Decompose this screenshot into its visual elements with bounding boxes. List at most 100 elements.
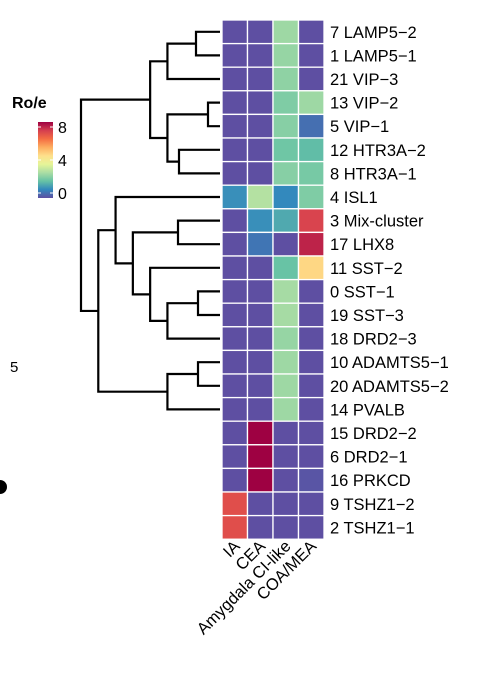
heatmap-cell (297, 184, 325, 210)
heatmap-cell (221, 396, 249, 422)
legend-tick-label: 4 (58, 153, 67, 170)
heatmap-cell (297, 137, 325, 163)
dendrogram-branch (166, 372, 220, 411)
heatmap-cell (297, 113, 325, 139)
row-label: 12 HTR3A−2 (330, 142, 426, 160)
heatmap-cell (221, 137, 249, 163)
heatmap-cell (297, 396, 325, 422)
row-label: 11 SST−2 (330, 260, 403, 278)
heatmap-cell (297, 231, 325, 257)
heatmap-cell (272, 373, 300, 399)
cut-off-mark (0, 480, 7, 494)
dendrogram-branch (166, 42, 220, 81)
heatmap-cell (246, 208, 274, 234)
heatmap-cell (221, 444, 249, 470)
heatmap-cell (246, 160, 274, 186)
row-label: 0 SST−1 (330, 283, 395, 301)
heatmap-cell (246, 444, 274, 470)
row-label: 6 DRD2−1 (330, 449, 408, 467)
heatmap-cell (297, 444, 325, 470)
color-legend: Ro/e 8 4 0 (12, 95, 67, 203)
heatmap-cell (246, 349, 274, 375)
dendrogram-branch (114, 195, 220, 265)
heatmap-cell (246, 302, 274, 328)
heatmap-cell (297, 90, 325, 116)
heatmap-cell (246, 255, 274, 281)
legend-title: Ro/e (12, 95, 47, 112)
heatmap-cell (272, 349, 300, 375)
heatmap-cell (246, 420, 274, 446)
row-label: 13 VIP−2 (330, 95, 398, 113)
row-label: 17 LHX8 (330, 236, 394, 254)
heatmap-cell (246, 231, 274, 257)
row-dendrogram (79, 30, 220, 411)
heatmap-cell (246, 66, 274, 92)
heatmap-cell (246, 326, 274, 352)
heatmap-cells (221, 19, 325, 540)
row-label: 15 DRD2−2 (330, 425, 417, 443)
heatmap-cell (272, 444, 300, 470)
dendrogram-branch (149, 60, 168, 140)
heatmap-cell (297, 326, 325, 352)
dendrogram-branch (194, 30, 220, 57)
edge-artifacts: 5 (0, 359, 18, 494)
heatmap-cell (221, 255, 249, 281)
heatmap-cell (297, 160, 325, 186)
heatmap-cell (297, 19, 325, 45)
heatmap-cell (272, 491, 300, 517)
heatmap-cell (246, 514, 274, 540)
heatmap-cell (246, 491, 274, 517)
heatmap-cell (297, 514, 325, 540)
heatmap-cell (221, 278, 249, 304)
heatmap-cell (297, 42, 325, 68)
dendrogram-branch (196, 290, 220, 317)
dendrogram-branch (196, 361, 220, 387)
dendrogram-branch (177, 148, 220, 175)
heatmap-cell (246, 396, 274, 422)
heatmap-cell (221, 491, 249, 517)
heatmap-cell (297, 373, 325, 399)
row-label: 5 VIP−1 (330, 118, 389, 136)
heatmap-cell (221, 514, 249, 540)
heatmap-cell (221, 160, 249, 186)
heatmap-cell (272, 514, 300, 540)
heatmap-cell (221, 208, 249, 234)
heatmap-cell (297, 349, 325, 375)
dendrogram-branch (206, 101, 220, 128)
heatmap-cell (221, 90, 249, 116)
row-label: 16 PRKCD (330, 472, 411, 490)
heatmap-cell (246, 467, 274, 493)
heatmap-cell (221, 349, 249, 375)
legend-colorbar (38, 122, 53, 198)
heatmap-cell (221, 184, 249, 210)
row-label: 20 ADAMTS5−2 (330, 378, 449, 396)
heatmap-cell (246, 42, 274, 68)
heatmap-cell (246, 184, 274, 210)
heatmap-cell (221, 420, 249, 446)
dendrogram-branch (79, 98, 151, 313)
row-labels: 7 LAMP5−2 1 LAMP5−1 21 VIP−3 13 VIP−2 5 VIP−… (330, 24, 449, 538)
row-label: 4 ISL1 (330, 189, 378, 207)
row-label: 19 SST−3 (330, 307, 404, 325)
heatmap-cell (272, 113, 300, 139)
heatmap-cell (221, 19, 249, 45)
heatmap-cell (272, 184, 300, 210)
row-label: 14 PVALB (330, 401, 405, 419)
dendrogram-branch (131, 231, 178, 296)
heatmap-cell (246, 137, 274, 163)
heatmap-cell (221, 66, 249, 92)
heatmap-cell (272, 278, 300, 304)
heatmap-cell (221, 302, 249, 328)
row-label: 8 HTR3A−1 (330, 165, 417, 183)
heatmap-cell (246, 90, 274, 116)
cut-off-axis-text: 5 (10, 359, 18, 376)
heatmap-cell (246, 113, 274, 139)
row-label: 3 Mix-cluster (330, 213, 424, 231)
heatmap-cell (297, 278, 325, 304)
heatmap-cell (297, 491, 325, 517)
row-label: 10 ADAMTS5−1 (330, 354, 449, 372)
heatmap-cell (297, 66, 325, 92)
heatmap-cell (297, 467, 325, 493)
heatmap-cell (297, 302, 325, 328)
